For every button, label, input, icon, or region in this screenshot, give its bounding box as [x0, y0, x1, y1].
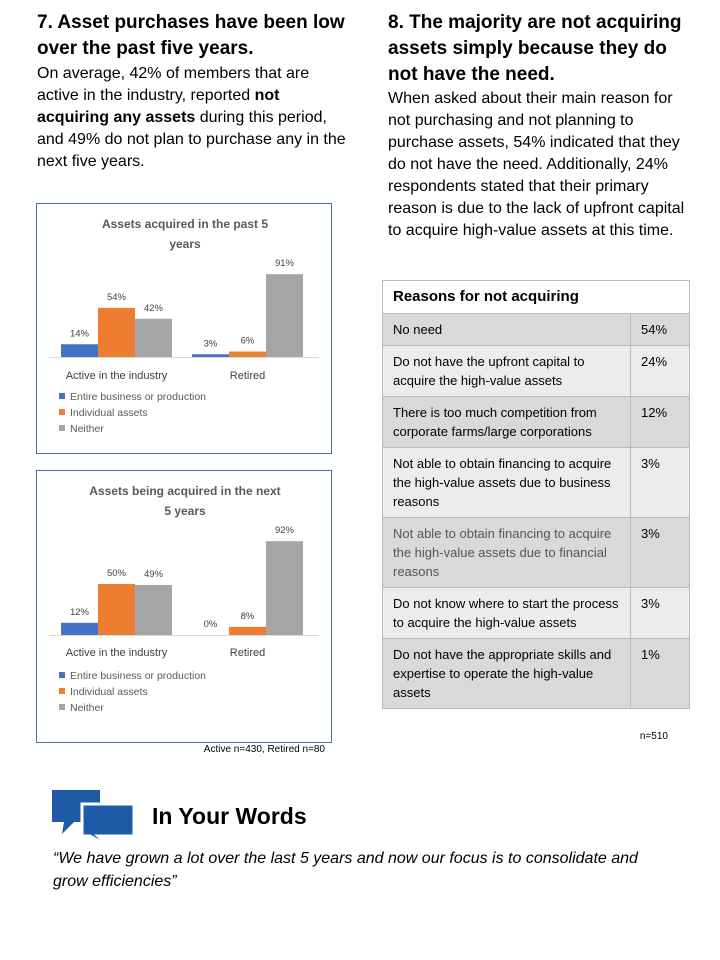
table-row: Not able to obtain financing to acquire …	[382, 447, 690, 518]
section-8-title: 8. The majority are not acquiring assets…	[388, 12, 682, 85]
bar	[135, 585, 172, 635]
section-7-title: 7. Asset purchases have been low over th…	[37, 12, 345, 59]
legend-swatch	[59, 393, 65, 399]
table-row: Not able to obtain financing to acquire …	[382, 517, 690, 588]
bar-data-label: 92%	[275, 525, 295, 536]
chart-next-5-years: Assets being acquired in the next 5 years…	[36, 470, 332, 743]
percent-cell: 1%	[630, 638, 690, 709]
chart-past-5-years: Assets acquired in the past 5 years 14% 54%…	[36, 203, 332, 454]
reason-cell: Do not have the upfront capital to acqui…	[382, 345, 631, 397]
chart-title: years	[169, 237, 201, 251]
percent-cell: 12%	[630, 396, 690, 448]
bar	[98, 307, 135, 357]
bar-data-label: 8%	[241, 611, 255, 622]
percent-cell: 54%	[630, 313, 690, 346]
table-row: Do not have the appropriate skills and e…	[382, 638, 690, 709]
table-row: Do not know where to start the process t…	[382, 587, 690, 639]
bar	[229, 351, 266, 357]
bar-data-label: 12%	[70, 607, 90, 618]
legend-swatch	[59, 672, 65, 678]
bar-data-label: 50%	[107, 568, 127, 579]
legend-label: Neither	[70, 423, 104, 435]
bar-data-label: 54%	[107, 292, 127, 303]
bar-data-label: 91%	[275, 258, 295, 269]
reason-cell: Not able to obtain financing to acquire …	[382, 447, 631, 518]
reason-cell: There is too much competition from corpo…	[382, 396, 631, 448]
reason-cell: Do not know where to start the process t…	[382, 587, 631, 639]
legend-swatch	[59, 704, 65, 710]
bar	[229, 626, 266, 635]
section-7-text-a: On average, 42% of members that are acti…	[37, 65, 310, 104]
reasons-table: Reasons for not acquiring No need 54% Do n…	[382, 280, 690, 709]
bar	[61, 622, 98, 635]
legend-label: Neither	[70, 702, 104, 714]
table-row: There is too much competition from corpo…	[382, 396, 690, 448]
section-7-bold-text: not acquiring any assets	[37, 87, 280, 126]
reason-cell: Do not have the appropriate skills and e…	[382, 638, 631, 709]
bar-data-label: 49%	[144, 569, 164, 580]
table-row: Do not have the upfront capital to acqui…	[382, 345, 690, 397]
bar-data-label: 0%	[204, 619, 218, 630]
reason-cell: No need	[382, 313, 631, 346]
bar	[192, 354, 229, 357]
legend-label: Entire business or production	[70, 670, 206, 682]
chart-next-5-years-svg: Assets being acquired in the next 5 years…	[49, 484, 319, 714]
section-8-paragraph: When asked about their main reason for n…	[388, 90, 685, 239]
percent-cell: 3%	[630, 517, 690, 588]
table-row: No need 54%	[382, 313, 690, 346]
chart-sample-size-note: Active n=430, Retired n=80	[203, 744, 325, 755]
legend-swatch	[59, 425, 65, 431]
speech-bubbles-icon	[52, 790, 136, 850]
category-label: Retired	[230, 647, 265, 659]
bar-data-label: 14%	[70, 328, 90, 339]
category-label: Retired	[230, 370, 265, 382]
legend-label: Entire business or production	[70, 391, 206, 403]
bar	[61, 344, 98, 357]
legend-swatch	[59, 688, 65, 694]
chart-past-5-years-svg: Assets acquired in the past 5 years 14% 54%…	[49, 217, 319, 435]
category-label: Active in the industry	[66, 370, 168, 382]
section-7-text-b: during this period, and 49% do not plan …	[37, 109, 346, 170]
reason-cell: Not able to obtain financing to acquire …	[382, 517, 631, 588]
chart-title: Assets acquired in the past 5	[102, 217, 268, 231]
bar-data-label: 42%	[144, 303, 164, 314]
bar-data-label: 6%	[241, 336, 255, 347]
percent-cell: 3%	[630, 447, 690, 518]
legend-label: Individual assets	[70, 686, 148, 698]
bar-data-label: 3%	[204, 338, 218, 349]
in-your-words-title: In Your Words	[152, 803, 307, 829]
percent-cell: 3%	[630, 587, 690, 639]
percent-cell: 24%	[630, 345, 690, 397]
reasons-table-body: No need 54% Do not have the upfront capita…	[382, 313, 690, 709]
bar	[266, 541, 303, 635]
chart-title: 5 years	[164, 504, 206, 518]
chart-title: Assets being acquired in the next	[89, 484, 280, 498]
category-label: Active in the industry	[66, 647, 168, 659]
legend-swatch	[59, 409, 65, 415]
bar	[98, 584, 135, 635]
testimonial-quote: “We have grown a lot over the last 5 yea…	[53, 850, 638, 890]
table-header: Reasons for not acquiring	[382, 280, 690, 314]
legend-label: Individual assets	[70, 407, 148, 419]
bar	[266, 274, 303, 357]
table-sample-size-note: n=510	[639, 731, 668, 742]
section-7-paragraph: On average, 42% of members that are acti…	[37, 63, 347, 173]
bar	[135, 318, 172, 357]
